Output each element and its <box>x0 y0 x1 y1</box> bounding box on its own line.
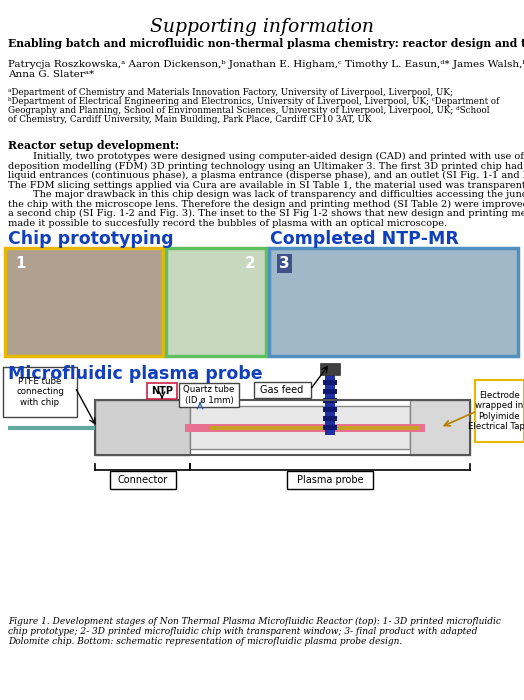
Text: The major drawback in this chip design was lack of transparency and difficulties: The major drawback in this chip design w… <box>8 190 524 199</box>
Text: liquid entrances (continuous phase), a plasma entrance (disperse phase), and an : liquid entrances (continuous phase), a p… <box>8 171 524 180</box>
FancyBboxPatch shape <box>287 471 373 489</box>
Bar <box>5 248 163 356</box>
Bar <box>325 375 335 435</box>
Text: made it possible to succesfully record the bubbles of plasma with an optical mic: made it possible to succesfully record t… <box>8 218 447 228</box>
FancyBboxPatch shape <box>147 383 177 399</box>
Bar <box>323 416 337 421</box>
Text: Quartz tube
(ID ø 1mm): Quartz tube (ID ø 1mm) <box>183 385 235 405</box>
Text: Figure 1. Development stages of Non Thermal Plasma Microfluidic Reactor (top): 1: Figure 1. Development stages of Non Ther… <box>8 617 501 626</box>
FancyBboxPatch shape <box>254 382 311 398</box>
Bar <box>323 407 337 412</box>
Text: ᵇDepartment of Electrical Engineering and Electronics, University of Liverpool, : ᵇDepartment of Electrical Engineering an… <box>8 97 499 106</box>
Text: Completed NTP-MR: Completed NTP-MR <box>270 230 459 248</box>
Text: Connector: Connector <box>117 475 168 485</box>
Text: Enabling batch and microfluidic non-thermal plasma chemistry: reactor design and: Enabling batch and microfluidic non-ther… <box>8 38 524 49</box>
Text: chip prototype; 2- 3D printed microfluidic chip with transparent window; 3- fina: chip prototype; 2- 3D printed microfluid… <box>8 627 477 636</box>
Text: Electrode
wrapped in
Polyimide
Electrical Tape: Electrode wrapped in Polyimide Electrica… <box>468 391 524 431</box>
Bar <box>185 424 425 431</box>
FancyBboxPatch shape <box>475 380 524 442</box>
Text: PTFE tube
connecting
with chip: PTFE tube connecting with chip <box>16 377 64 407</box>
Text: Gas feed: Gas feed <box>260 385 303 395</box>
Bar <box>323 425 337 430</box>
Bar <box>323 398 337 403</box>
Text: 2: 2 <box>245 256 256 271</box>
Text: Geography and Planning, School of Environmental Sciences, University of Liverpoo: Geography and Planning, School of Enviro… <box>8 106 489 115</box>
Text: Patrycja Roszkowska,ᵃ Aaron Dickenson,ᵇ Jonathan E. Higham,ᶜ Timothy L. Easun,ᵈ*: Patrycja Roszkowska,ᵃ Aaron Dickenson,ᵇ … <box>8 60 524 69</box>
Bar <box>323 389 337 394</box>
Bar <box>166 248 266 356</box>
Text: Supporting information: Supporting information <box>150 18 374 36</box>
Bar <box>95 400 190 455</box>
Text: Initially, two prototypes were designed using computer-aided design (CAD) and pr: Initially, two prototypes were designed … <box>8 152 524 161</box>
Bar <box>320 363 340 375</box>
Text: Chip prototyping: Chip prototyping <box>8 230 173 248</box>
Text: deposition modelling (FDM) 3D printing technology using an Ultimaker 3. The firs: deposition modelling (FDM) 3D printing t… <box>8 162 524 171</box>
Bar <box>210 426 420 430</box>
Bar <box>323 380 337 385</box>
Bar <box>410 400 470 455</box>
Bar <box>95 400 470 455</box>
Text: Reactor setup development:: Reactor setup development: <box>8 140 179 151</box>
Text: a second chip (SI Fig. 1-2 and Fig. 3). The inset to the SI Fig 1-2 shows that n: a second chip (SI Fig. 1-2 and Fig. 3). … <box>8 209 524 218</box>
Text: NTP: NTP <box>151 386 173 396</box>
Text: Plasma probe: Plasma probe <box>297 475 363 485</box>
Text: Dolomite chip. Bottom: schematic representation of microfluidic plasma probe des: Dolomite chip. Bottom: schematic represe… <box>8 637 402 646</box>
Text: of Chemistry, Cardiff University, Main Building, Park Place, Cardiff CF10 3AT, U: of Chemistry, Cardiff University, Main B… <box>8 115 372 124</box>
FancyBboxPatch shape <box>110 471 176 489</box>
Text: Microfluidic plasma probe: Microfluidic plasma probe <box>8 365 263 383</box>
FancyBboxPatch shape <box>3 367 77 417</box>
Text: Anna G. Slaterᵃ*: Anna G. Slaterᵃ* <box>8 70 94 79</box>
Text: 1: 1 <box>15 256 26 271</box>
Text: The FDM slicing settings applied via Cura are available in SI Table 1, the mater: The FDM slicing settings applied via Cur… <box>8 181 524 190</box>
Bar <box>190 406 410 449</box>
FancyBboxPatch shape <box>179 383 239 407</box>
Bar <box>269 248 518 356</box>
Text: ᵃDepartment of Chemistry and Materials Innovation Factory, University of Liverpo: ᵃDepartment of Chemistry and Materials I… <box>8 88 453 97</box>
Text: 3: 3 <box>279 256 290 271</box>
Text: the chip with the microscope lens. Therefore the design and printing method (SI : the chip with the microscope lens. There… <box>8 199 524 209</box>
